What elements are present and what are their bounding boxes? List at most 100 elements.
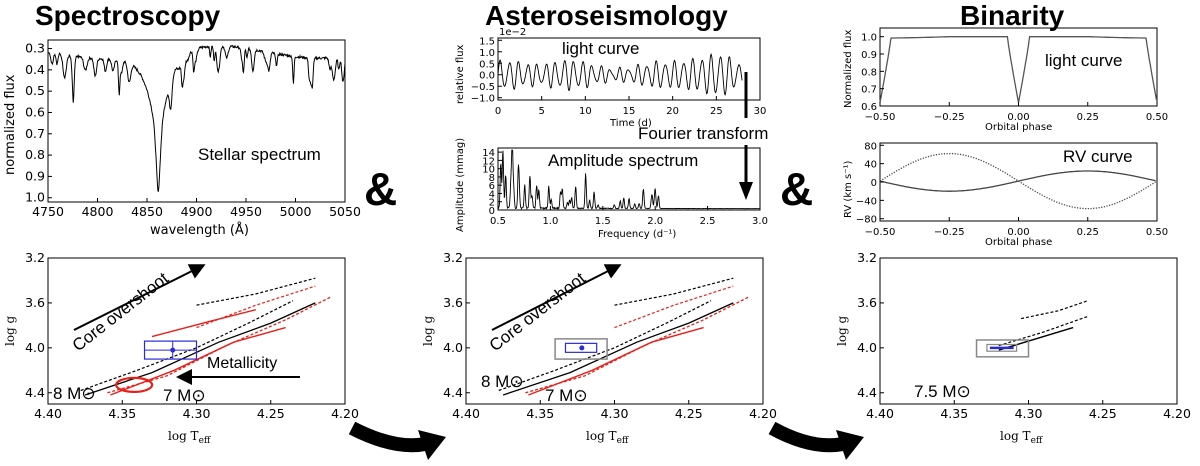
seismo-amp-xticks: 0.5 1.0 1.5 2.0 2.5 3.0: [490, 206, 768, 227]
hr1-x-label: 4.35: [108, 406, 136, 421]
hr1-overshoot-label: Core overshoot: [69, 268, 173, 355]
hr2-x-label: 4.20: [749, 406, 777, 421]
bin-rv-x-label: −0.25: [934, 227, 965, 238]
spectrum-y-label: 0.3: [25, 41, 45, 56]
heading-binarity: Binarity: [960, 0, 1065, 31]
hr1-star-point: [170, 347, 176, 353]
seismo-lc-xticks: 0 5 10 15 20 25 30: [495, 96, 767, 117]
flow-arrow-1-shaft: [348, 421, 427, 453]
spectrum-y-label: 0.9: [25, 168, 45, 183]
spectrum-x-label: 4950: [230, 204, 262, 219]
bin-lc-y-label: 0.7: [861, 85, 877, 96]
hr2-tracks: [498, 277, 749, 396]
seismo-lc-y-label: −0.5: [471, 82, 495, 93]
bin-rv-xticks: −0.50 −0.25 0.00 0.25 0.50: [865, 217, 1168, 238]
bin-lc-ylabel: Normalized flux: [843, 29, 854, 108]
seismo-lc-ylabel: relative flux: [455, 44, 466, 104]
hr1-x-label: 4.40: [34, 406, 62, 421]
spectrum-x-label: 5000: [280, 204, 312, 219]
seismo-amp-y-label: 4: [489, 189, 495, 200]
seismo-lc-y-label: 1.0: [479, 48, 495, 59]
seismo-lightcurve-panel: 0 5 10 15 20 25 30 1.51.00.50.0−0.5−1.0 1e−2 T…: [455, 27, 766, 129]
hr1-y-label: 4.0: [25, 340, 45, 355]
hr1-track-black-upper: [196, 277, 316, 306]
seismo-lc-x-label: 30: [754, 106, 767, 117]
seismo-lc-x-label: 5: [538, 106, 544, 117]
bin-rv-yticks: 80 40 0 −40 −80: [856, 141, 884, 226]
bin-lc-y-label: 0.9: [861, 50, 877, 61]
binarity-rv-panel: 80 40 0 −40 −80 −0.50 −0.25 0.00 0.25 0.50 Orbit…: [843, 141, 1168, 248]
rv-curve-secondary: [879, 170, 1156, 192]
hr2-track-red-upper: [614, 285, 734, 329]
spectrum-xlabel: wavelength (Å): [150, 222, 249, 238]
hr2-track-black-upper: [614, 277, 734, 306]
fourier-arrow-head: [739, 182, 753, 200]
bin-rv-xlabel: Orbital phase: [985, 237, 1052, 248]
hr2-x-label: 4.40: [452, 406, 480, 421]
hr3-track-dotted: [998, 315, 1089, 347]
seismo-amp-y-label: 2: [489, 198, 495, 209]
hr3-y-label: 3.2: [857, 250, 877, 265]
seismo-lc-y-label: 0.5: [479, 59, 495, 70]
hr1-track-black-dotted: [80, 300, 294, 392]
bin-rv-y-label: 0: [871, 178, 877, 189]
spectrum-y-label: 0.6: [25, 104, 45, 119]
seismo-amp-y-label: 12: [482, 156, 495, 167]
hr2-track-black-dotted: [498, 300, 712, 392]
hr1-metallicity-label: Metallicity: [207, 355, 277, 372]
bin-rv-annotation: RV curve: [1063, 147, 1133, 166]
seismo-amp-x-label: 2.0: [647, 216, 663, 227]
heading-spectroscopy: Spectroscopy: [35, 0, 221, 31]
hr3-y-label: 3.6: [857, 295, 877, 310]
seismo-amp-x-label: 0.5: [490, 216, 506, 227]
hr3-track-solid: [998, 326, 1074, 351]
flow-arrow-2-shaft: [768, 421, 845, 453]
seismo-lc-x-label: 15: [623, 106, 636, 117]
spectrum-x-label: 4850: [131, 204, 163, 219]
hr3-x-label: 4.30: [1015, 406, 1043, 421]
bin-lc-line: [879, 36, 1158, 103]
hr2-overshoot-label: Core overshoot: [486, 268, 590, 355]
hr2-x-label: 4.30: [601, 406, 629, 421]
bin-rv-y-label: 40: [864, 160, 877, 171]
hr1-track-red-upper: [196, 285, 316, 329]
hr2-overshoot-arrow: [491, 264, 622, 331]
rv-curve-primary: [879, 152, 1156, 210]
spectrum-y-label: 1.0: [25, 190, 45, 205]
seismo-lc-y-label: −1.0: [471, 94, 495, 105]
hr1-track-red-solid: [110, 326, 286, 396]
hr1-x-label: 4.25: [257, 406, 285, 421]
hr1-x-label: 4.30: [183, 406, 211, 421]
seismo-lc-annotation: light curve: [562, 39, 639, 58]
bin-rv-x-label: 0.50: [1146, 227, 1168, 238]
hr2-xlabel: log Teff: [586, 429, 629, 446]
bin-rv-x-label: −0.50: [865, 227, 896, 238]
spectrum-panel: 4750 4800 4850 4900 4950 5000 5050 1.0 0.9 0.8 0.…: [3, 39, 361, 238]
hr1-mass-high: 8 M⊙: [53, 384, 96, 403]
hr2-y-label: 4.0: [443, 340, 463, 355]
spectrum-x-label: 4750: [32, 204, 64, 219]
flow-arrow-1-head: [418, 430, 446, 460]
seismo-lc-x-label: 20: [666, 106, 679, 117]
bin-lc-x-label: 0.00: [1007, 112, 1029, 123]
hr3-x-label: 4.25: [1089, 406, 1117, 421]
bin-lc-x-label: −0.25: [934, 112, 965, 123]
bin-lc-xticks: −0.50 −0.25 0.00 0.25 0.50: [865, 102, 1168, 123]
bin-rv-y-label: 80: [864, 141, 877, 152]
seismo-lc-line: [497, 53, 743, 96]
hr2-mass-low: 7 M⊙: [545, 386, 588, 405]
spectrum-x-label: 5050: [329, 204, 361, 219]
hr1-track-red-loop: [151, 309, 257, 338]
spectrum-y-label: 0.8: [25, 147, 45, 162]
hr1-ticks: 4.40 4.35 4.30 4.25 4.20 3.2 3.6 4.0 4.4: [25, 250, 359, 421]
hr1-mass-low: 7 M⊙: [163, 386, 206, 405]
bin-lc-yticks: 1.0 0.9 0.8 0.7 0.6: [861, 33, 884, 113]
seismo-amp-x-label: 3.0: [752, 216, 768, 227]
hr2-error-box-blue: [564, 342, 598, 353]
hr2-y-label: 4.4: [443, 385, 463, 400]
hr1-metallicity-ellipse: [115, 376, 154, 394]
seismo-amp-y-label: 14: [482, 148, 495, 159]
ampersand-2: &: [780, 163, 813, 215]
